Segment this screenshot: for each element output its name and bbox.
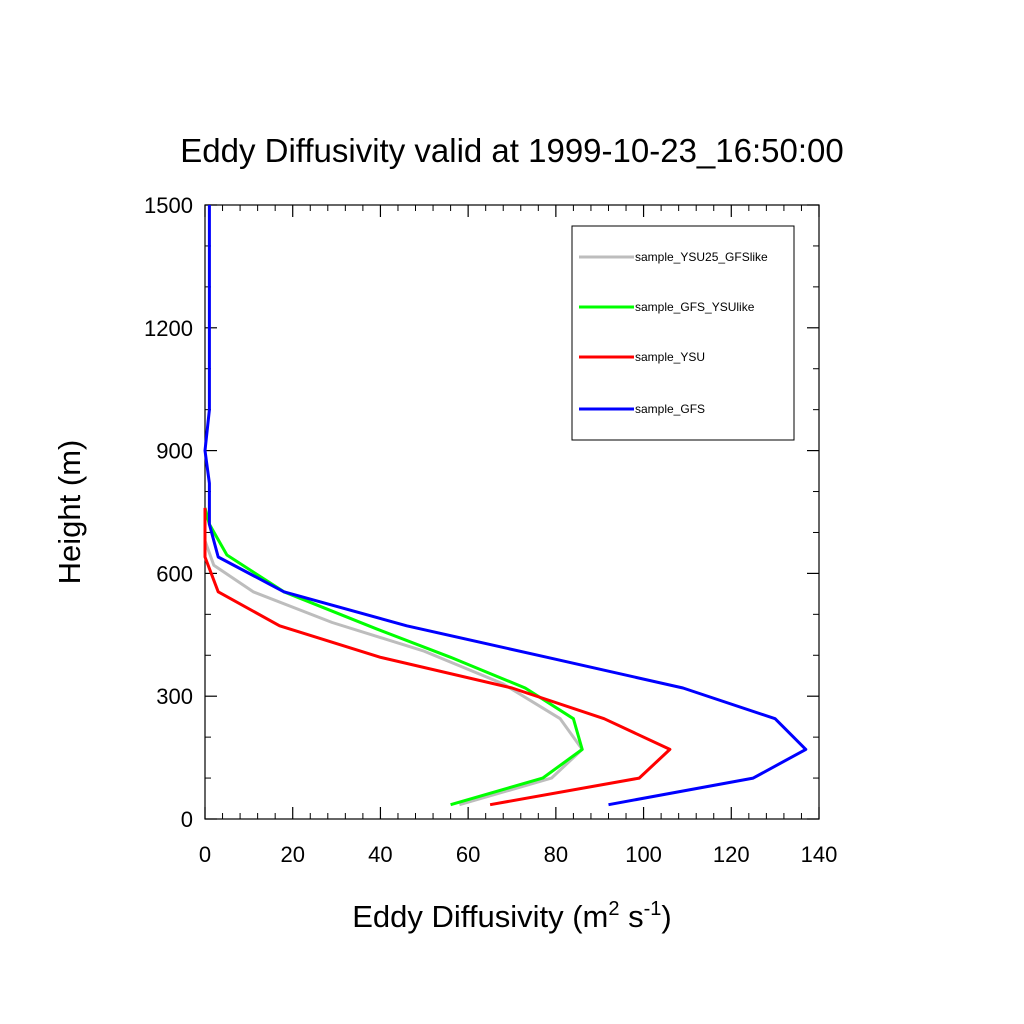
legend-label: sample_GFS (635, 402, 705, 416)
y-axis-label: Height (m) (52, 440, 87, 585)
y-tick-label: 600 (156, 561, 193, 586)
y-tick-label: 900 (156, 439, 193, 464)
y-tick-label: 1500 (144, 193, 193, 218)
series-line-sample_YSU (203, 507, 672, 807)
x-axis-label: Eddy Diffusivity (m2 s-1) (352, 898, 671, 934)
series-lines (203, 205, 808, 807)
legend-box (571, 225, 795, 441)
series-line-sample_YSU25_GFSlike (203, 507, 584, 807)
axis-ticks (204, 204, 820, 820)
x-tick-label: 80 (544, 842, 568, 867)
x-tick-label: 40 (368, 842, 392, 867)
x-tick-label: 120 (713, 842, 750, 867)
legend-label: sample_YSU25_GFSlike (635, 250, 768, 264)
tick-labels: 0 20 40 60 80 100 120 140 0 300 600 900 1200 1500 (144, 193, 837, 867)
legend-label: sample_GFS_YSUlike (635, 300, 755, 314)
series-line-sample_GFS (203, 205, 808, 807)
y-tick-label: 1200 (144, 316, 193, 341)
x-tick-label: 0 (199, 842, 211, 867)
chart-title: Eddy Diffusivity valid at 1999-10-23_16:… (180, 132, 843, 169)
x-tick-label: 100 (625, 842, 662, 867)
y-tick-label: 300 (156, 684, 193, 709)
y-tick-label: 0 (181, 807, 193, 832)
plot-area (203, 204, 820, 820)
x-tick-label: 140 (801, 842, 838, 867)
x-tick-label: 60 (456, 842, 480, 867)
x-tick-label: 20 (280, 842, 304, 867)
legend-label: sample_YSU (635, 350, 705, 364)
series-line-sample_GFS_YSUlike (203, 507, 584, 807)
legend: sample_YSU25_GFSlike sample_GFS_YSUlikesa… (571, 225, 795, 441)
